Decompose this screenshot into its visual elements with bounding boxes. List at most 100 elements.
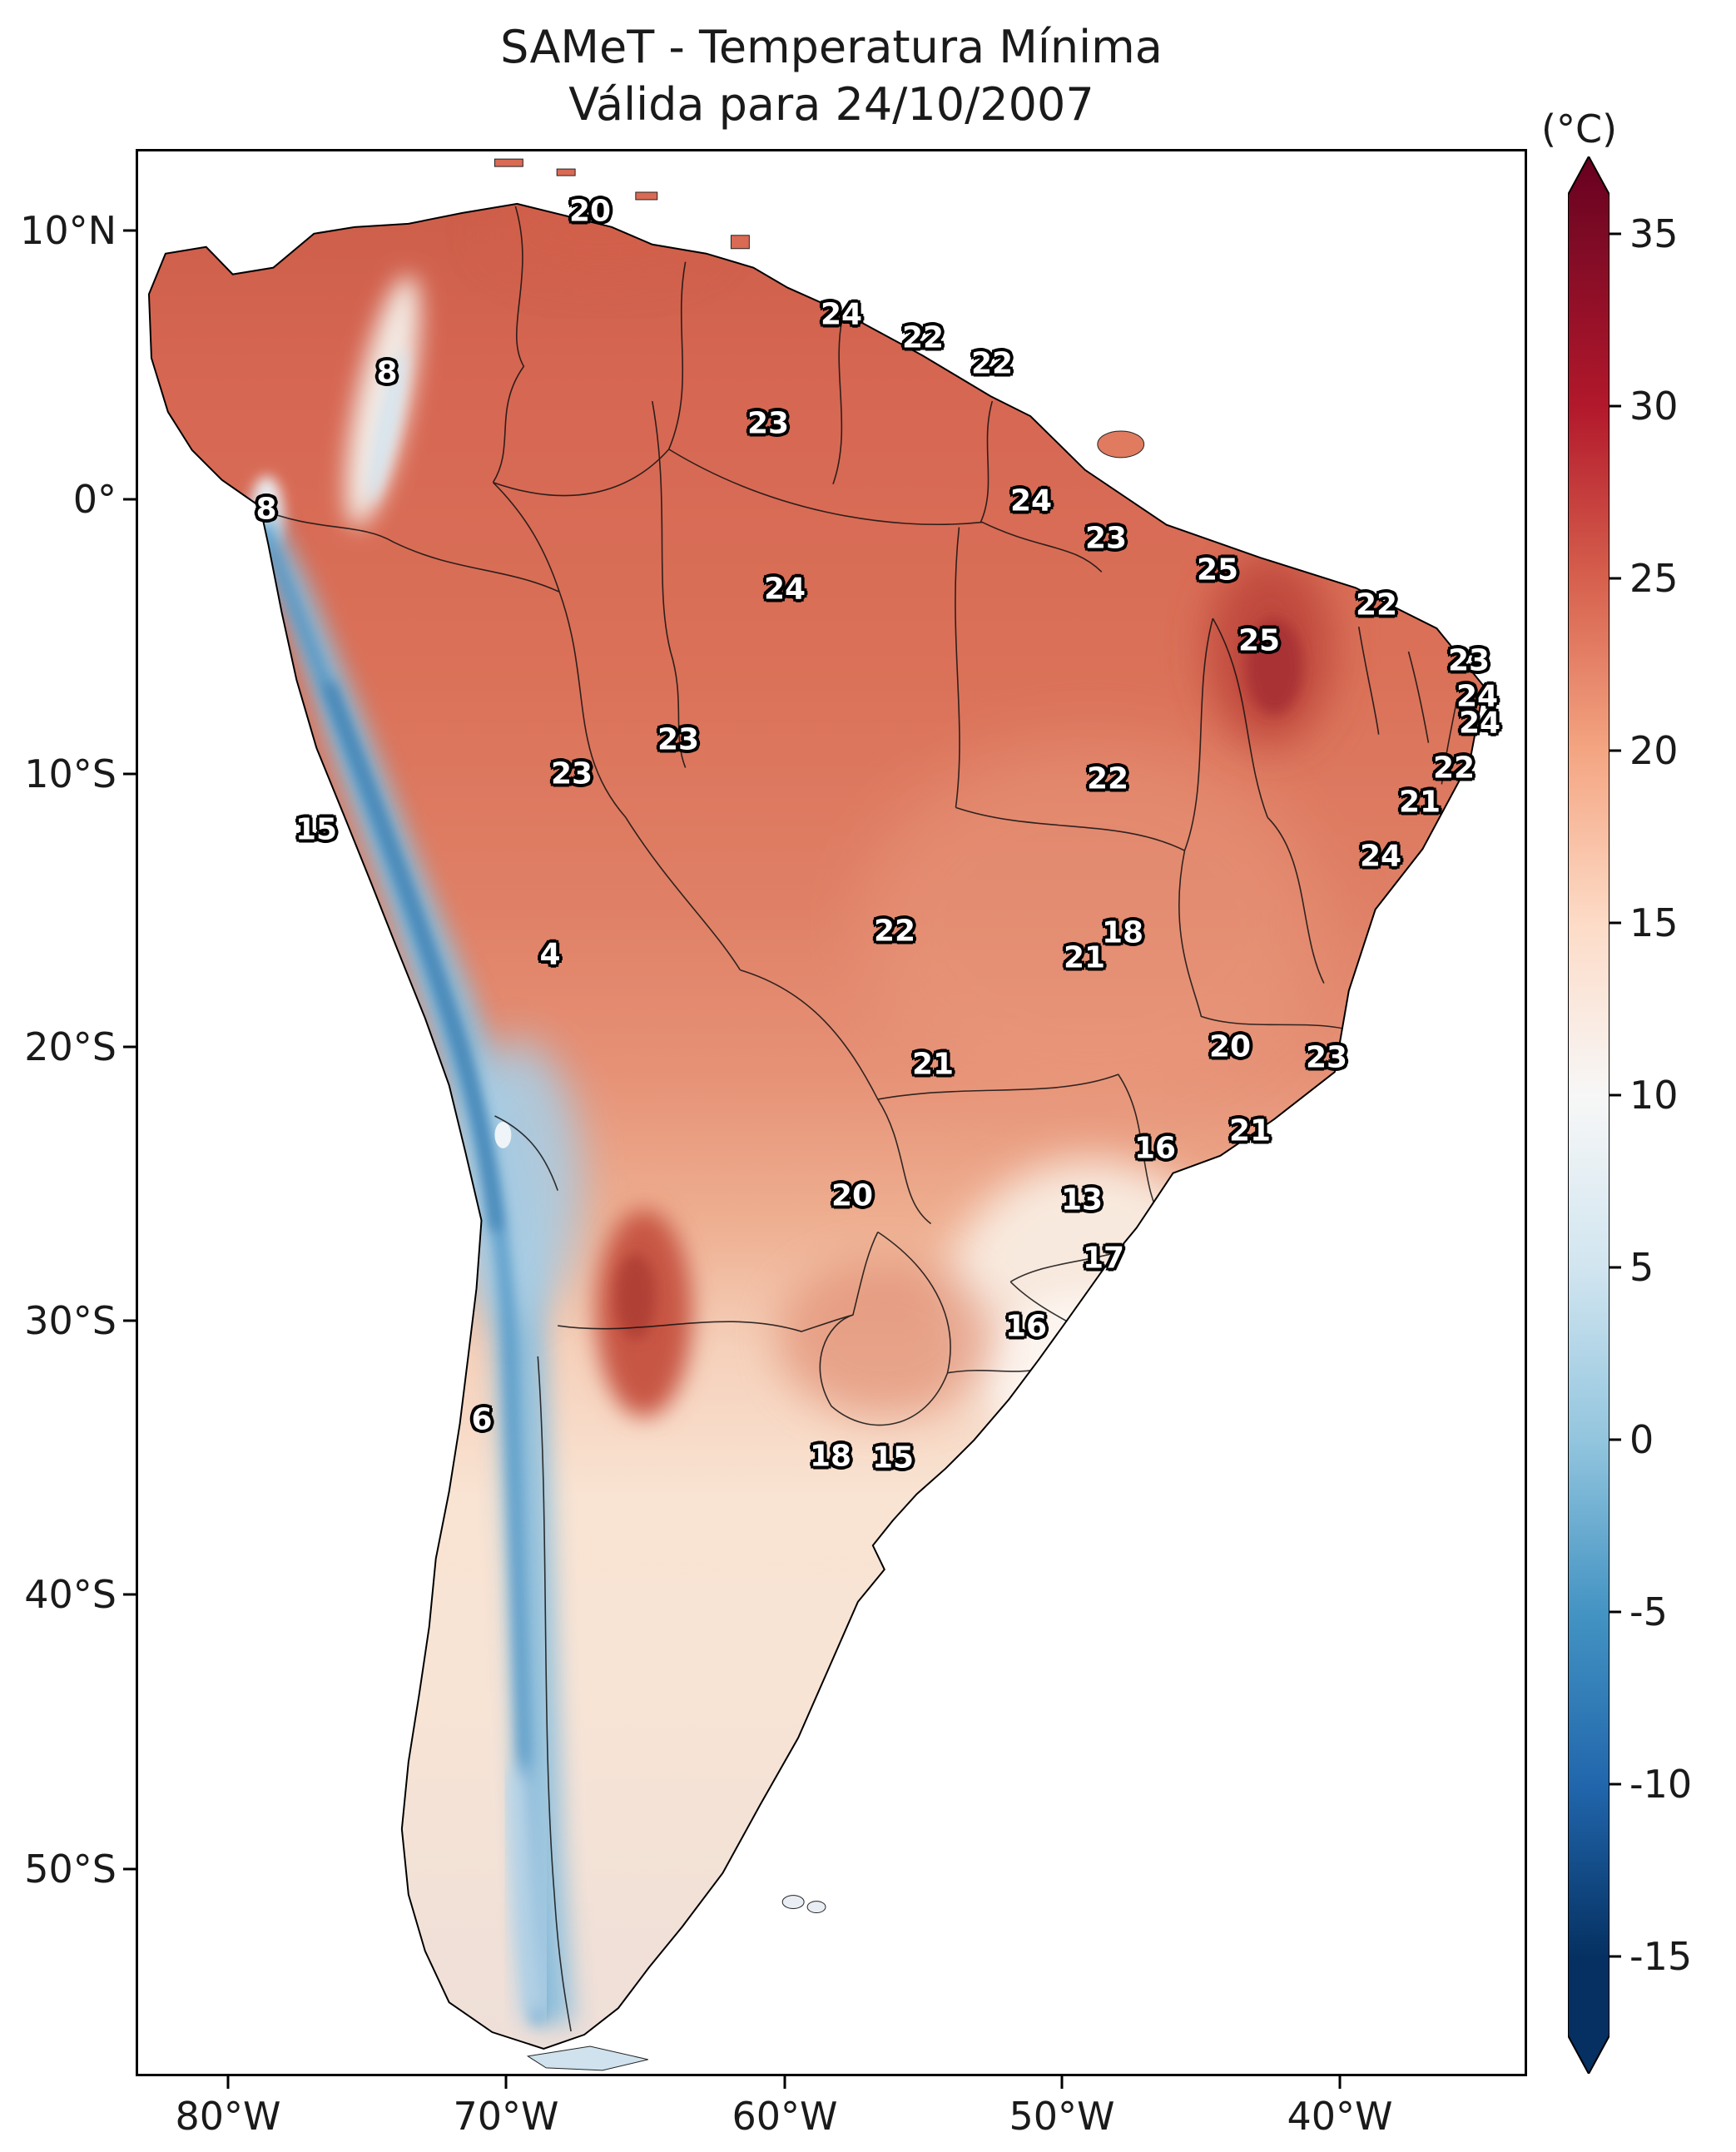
lat-tick-label: 0° xyxy=(72,477,117,522)
temperature-label: 24 xyxy=(1359,839,1402,874)
colorbar-tick-label: -15 xyxy=(1629,1934,1693,1979)
colorbar-tick-mark xyxy=(1610,1093,1621,1097)
lat-tick-label: 20°S xyxy=(24,1024,117,1069)
temperature-label: 21 xyxy=(911,1047,955,1082)
colorbar-bar xyxy=(1568,156,1610,2074)
lon-tick-label: 60°W xyxy=(732,2094,838,2139)
lat-tick-mark xyxy=(123,1867,136,1871)
temperature-label: 23 xyxy=(550,756,593,791)
colorbar-tick-label: 15 xyxy=(1629,900,1679,945)
colorbar-tick-label: 20 xyxy=(1629,728,1679,773)
lat-tick-label: 50°S xyxy=(24,1847,117,1892)
lat-tick-label: 30°S xyxy=(24,1298,117,1343)
temperature-label: 25 xyxy=(1196,553,1239,588)
temperature-label: 22 xyxy=(873,914,916,949)
temperature-label: 22 xyxy=(1086,761,1129,796)
temperature-label: 15 xyxy=(295,812,338,847)
lat-tick-label: 10°S xyxy=(24,751,117,796)
colorbar-tick-label: 35 xyxy=(1629,211,1679,256)
temperature-label: 6 xyxy=(471,1402,493,1437)
colorbar-tick-label: -10 xyxy=(1629,1762,1693,1807)
colorbar-tick-label: 10 xyxy=(1629,1073,1679,1118)
lat-tick-mark xyxy=(123,1319,136,1322)
caribbean-island xyxy=(635,191,658,201)
temperature-label: 4 xyxy=(539,937,561,972)
colorbar-tick-mark xyxy=(1610,749,1621,752)
temperature-label: 22 xyxy=(1432,751,1476,786)
marajo-island xyxy=(1097,430,1145,459)
falkland-island-west xyxy=(781,1895,805,1910)
temperature-label: 18 xyxy=(809,1439,852,1474)
temperature-label: 23 xyxy=(1447,643,1490,678)
map-plot-area: INPE xyxy=(136,149,1527,2076)
colorbar-tick-label: 30 xyxy=(1629,384,1679,429)
lon-tick-mark xyxy=(504,2076,508,2089)
colorbar xyxy=(1568,156,1610,2074)
temperature-label: 15 xyxy=(871,1440,915,1475)
andes-coldest-line xyxy=(325,681,501,1232)
temperature-label: 22 xyxy=(1355,588,1398,622)
temperature-label: 23 xyxy=(1084,521,1128,556)
temperature-label: 8 xyxy=(376,355,398,390)
temperature-label: 21 xyxy=(1398,785,1441,820)
temperature-label: 24 xyxy=(1009,483,1053,518)
figure-title: SAMeT - Temperatura Mínima Válida para 2… xyxy=(136,18,1527,133)
temperature-label: 24 xyxy=(1456,679,1499,714)
colorbar-tick-mark xyxy=(1610,1266,1621,1269)
falkland-island-east xyxy=(806,1901,826,1914)
colorbar-tick-mark xyxy=(1610,1783,1621,1786)
islands xyxy=(494,158,1145,2071)
colorbar-unit-label: (°C) xyxy=(1541,107,1618,151)
lon-tick-mark xyxy=(226,2076,230,2089)
colorbar-tick-mark xyxy=(1610,1955,1621,1958)
temperature-label: 8 xyxy=(255,492,277,527)
temperature-label: 24 xyxy=(1458,706,1501,741)
temperature-label: 22 xyxy=(901,320,945,355)
caribbean-island xyxy=(556,168,576,176)
temperature-label: 22 xyxy=(970,346,1014,381)
temperature-label: 21 xyxy=(1228,1113,1272,1148)
lon-tick-label: 50°W xyxy=(1009,2094,1115,2139)
lake-titicaca xyxy=(494,1121,512,1148)
colorbar-tick-mark xyxy=(1610,1438,1621,1441)
colorbar-tick-mark xyxy=(1610,577,1621,580)
colorbar-tick-label: 5 xyxy=(1629,1245,1654,1290)
colorbar-tick-mark xyxy=(1610,1610,1621,1614)
lon-tick-label: 40°W xyxy=(1287,2094,1393,2139)
colorbar-tick-mark xyxy=(1610,921,1621,925)
colorbar-tick-mark xyxy=(1610,232,1621,236)
title-line-2: Válida para 24/10/2007 xyxy=(568,78,1094,131)
trinidad-island xyxy=(730,235,750,250)
warm-patch-paraguay xyxy=(776,1259,993,1417)
lat-tick-label: 40°S xyxy=(24,1572,117,1617)
temperature-label: 20 xyxy=(1208,1029,1252,1064)
lat-tick-mark xyxy=(123,229,136,232)
central-brazil-wash xyxy=(859,741,1324,1107)
title-line-1: SAMeT - Temperatura Mínima xyxy=(500,21,1163,73)
patagonia-andes-line xyxy=(501,1768,551,2020)
political-borders xyxy=(260,206,1458,2032)
temperature-label: 23 xyxy=(1305,1040,1348,1075)
colorbar-tick-mark xyxy=(1610,404,1621,408)
temperature-label: 23 xyxy=(746,406,790,441)
temperature-label: 13 xyxy=(1060,1183,1104,1217)
south-america-map xyxy=(147,158,1486,2071)
lon-tick-label: 70°W xyxy=(453,2094,559,2139)
colorbar-tick-label: -5 xyxy=(1629,1589,1668,1634)
tierra-del-fuego-island xyxy=(526,2045,648,2071)
temperature-label: 24 xyxy=(820,297,863,332)
caribbean-island xyxy=(494,158,523,167)
temperature-label: 18 xyxy=(1101,915,1144,950)
temperature-label: 25 xyxy=(1238,623,1281,658)
lon-tick-mark xyxy=(1338,2076,1342,2089)
lon-tick-mark xyxy=(783,2076,786,2089)
hot-core-nw-argentina xyxy=(615,1253,656,1341)
hot-core-ne-brazil xyxy=(1246,618,1302,715)
lat-tick-mark xyxy=(123,1593,136,1596)
lat-tick-mark xyxy=(123,772,136,776)
colorbar-tick-label: 25 xyxy=(1629,556,1679,601)
lat-tick-label: 10°N xyxy=(20,208,117,253)
lat-tick-mark xyxy=(123,498,136,501)
temperature-label: 16 xyxy=(1004,1309,1048,1344)
